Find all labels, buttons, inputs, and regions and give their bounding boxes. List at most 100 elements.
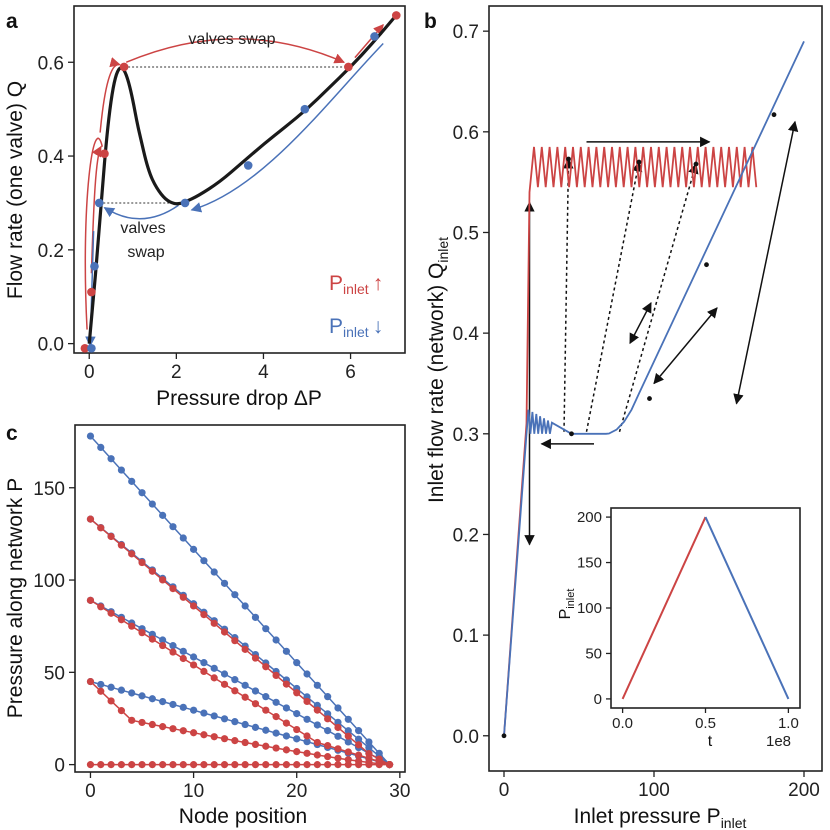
inset-down-line: [704, 516, 790, 700]
red-node-point: [210, 674, 218, 682]
red-node-point: [324, 753, 332, 761]
panel-a-ticks: 0 2 4 6 0.0 0.2 0.4 0.6: [38, 53, 356, 383]
blue-node-point: [148, 695, 156, 703]
y-tick-label: 0.0: [38, 335, 64, 356]
blue-node-point: [251, 613, 260, 621]
blue-node-point: [334, 704, 342, 712]
red-node-point: [334, 723, 342, 732]
blue-node-point: [365, 744, 373, 752]
red-node-point: [365, 761, 373, 769]
blue-node-point: [138, 692, 146, 700]
inset-offset-text: 1e8: [766, 733, 791, 750]
red-node-point: [107, 697, 115, 705]
red-node-point: [334, 745, 342, 753]
blue-node-point: [107, 455, 115, 463]
red-arrow-path-1: [84, 137, 104, 330]
red-node-point: [272, 744, 280, 752]
blue-node-point: [169, 700, 177, 709]
blue-node-point: [313, 681, 321, 689]
blue-node-point: [179, 647, 187, 655]
red-node-point: [220, 735, 229, 743]
marker-point: [704, 262, 709, 268]
panel-a-ylabel: Flow rate (one valve) Q: [4, 81, 27, 299]
red-node-point: [128, 716, 136, 724]
blue-node-point: [303, 738, 311, 746]
red-node-point: [303, 749, 311, 757]
red-node-point: [138, 761, 146, 769]
blue-node-point: [210, 568, 218, 576]
y-tick-label: 200: [577, 509, 602, 526]
blue-node-point: [282, 647, 291, 655]
blue-node-point: [159, 698, 167, 706]
x-tick-label: 0: [499, 780, 510, 801]
inset-up-line: [621, 516, 707, 700]
red-node-point: [148, 720, 156, 729]
blue-node-point: [159, 636, 167, 644]
x-tick-label: 6: [345, 362, 356, 383]
blue-node-point: [262, 726, 270, 734]
red-arrow-swap: [125, 38, 345, 64]
panel-a-label: a: [6, 10, 18, 33]
red-node-point: [251, 700, 260, 708]
red-node-point: [262, 742, 270, 750]
blue-node-point: [97, 443, 105, 452]
red-node-point: [354, 751, 363, 759]
red-node-point: [189, 602, 198, 610]
marker-point: [569, 431, 574, 437]
red-node-point: [334, 754, 342, 762]
red-node-point: [231, 737, 239, 745]
y-tick-label: 0.6: [38, 53, 64, 74]
red-node-point: [128, 622, 136, 630]
red-node-point: [231, 761, 239, 769]
annot-valves-swap-top: valves swap: [188, 31, 275, 48]
red-node-point: [293, 761, 301, 769]
red-node-point: [344, 761, 352, 769]
blue-node-point: [179, 703, 187, 711]
red-node-point: [169, 725, 177, 733]
blue-node-point: [220, 579, 229, 587]
red-node-point: [189, 729, 198, 737]
legend-p-inlet-down: Pinlet ↓: [329, 315, 383, 340]
red-node-point: [179, 654, 187, 663]
y-tick-label: 0: [594, 691, 602, 708]
dashed-line-1: [563, 157, 574, 432]
x-tick-label: 0.5: [695, 715, 716, 732]
red-node-point: [117, 616, 126, 624]
x-tick-label: 0: [84, 362, 95, 383]
blue-node-point: [200, 709, 208, 717]
blue-node-point: [313, 721, 321, 729]
red-node-point: [262, 663, 270, 671]
x-tick-label: 200: [788, 780, 820, 801]
blue-node-point: [262, 693, 270, 701]
red-node-point: [293, 725, 301, 734]
red-node-point: [200, 667, 208, 676]
red-point: [87, 287, 96, 297]
red-node-point: [148, 761, 156, 769]
red-node-point: [97, 761, 105, 769]
red-node-point: [293, 748, 301, 756]
red-node-point: [324, 761, 332, 769]
y-tick-label: 0.2: [38, 241, 64, 262]
y-tick-label: 0.3: [453, 425, 479, 446]
blue-point: [90, 261, 99, 271]
blue-node-point: [241, 681, 249, 689]
blue-node-point: [231, 591, 239, 599]
red-node-point: [210, 733, 218, 741]
red-node-point: [86, 677, 95, 686]
y-tick-label: 150: [577, 555, 602, 572]
annot-valves-swap-bottom-1: valves: [120, 220, 165, 237]
blue-node-point: [189, 545, 198, 553]
red-node-point: [375, 761, 383, 769]
red-node-point: [138, 558, 146, 567]
panel-a-frame: [73, 5, 406, 354]
panel-b-series: [501, 41, 805, 739]
blue-series: [503, 41, 805, 736]
y-tick-label: 0: [54, 756, 65, 777]
dashed-line-3: [618, 163, 699, 432]
red-arrow-final: [354, 23, 384, 59]
red-node-point: [189, 661, 198, 669]
red-node-point: [241, 693, 249, 701]
red-node-point: [159, 761, 167, 769]
red-node-point: [179, 727, 187, 735]
blue-node-point: [200, 659, 208, 667]
